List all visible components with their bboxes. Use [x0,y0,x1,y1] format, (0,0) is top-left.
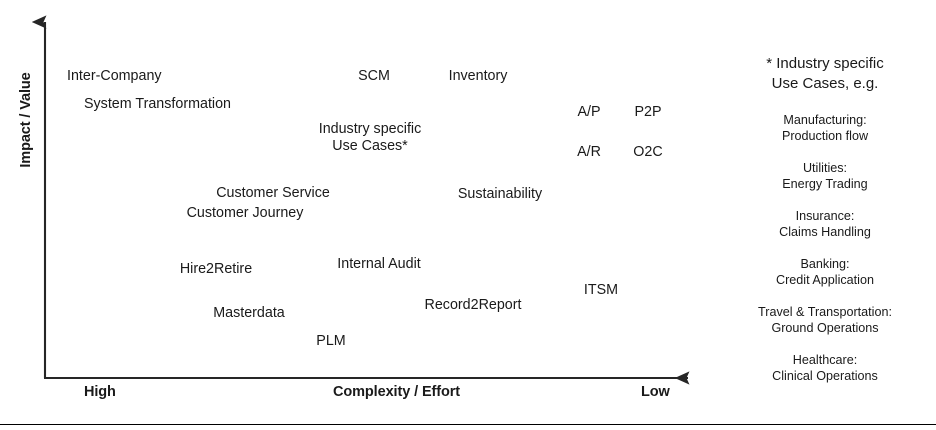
legend-item: Manufacturing: Production flow [718,112,932,144]
legend-item: Travel & Transportation: Ground Operatio… [718,304,932,336]
legend-item-use-case: Credit Application [775,273,874,287]
legend-item-industry: Healthcare: [792,353,858,367]
legend-item-use-case: Claims Handling [779,225,871,239]
legend-item-industry: Utilities: [802,161,848,175]
footer-divider [0,424,936,425]
legend-item: Insurance: Claims Handling [718,208,932,240]
industry-use-cases-legend: * Industry specific Use Cases, e.g. Manu… [718,54,932,384]
legend-title-line1: * Industry specific [766,55,884,72]
legend-title: * Industry specific Use Cases, e.g. [718,54,932,94]
legend-item-industry: Manufacturing: [783,113,867,127]
matrix-item-inter-company: Inter-Company [67,68,162,84]
legend-item-use-case: Ground Operations [771,321,879,335]
impact-complexity-matrix: Impact / Value High Complexity / Effort … [18,15,690,400]
matrix-item-industry-specific-use-cases: Industry specific Use Cases* [280,121,460,155]
legend-item-use-case: Energy Trading [782,177,868,191]
matrix-item-itsm: ITSM [583,282,619,298]
matrix-item-inventory: Inventory [448,68,508,84]
legend-item-industry: Banking: [800,257,850,271]
legend-item: Banking: Credit Application [718,256,932,288]
matrix-item-sustainability: Sustainability [457,186,543,202]
legend-title-line2: Use Cases, e.g. [771,75,879,92]
x-axis-title: Complexity / Effort [333,384,461,400]
matrix-item-record2report: Record2Report [424,297,522,313]
legend-item-industry: Travel & Transportation: [758,305,892,319]
x-axis-label-low: Low [641,384,670,400]
matrix-item-scm: SCM [358,68,390,84]
matrix-item-industry-specific-line1: Industry specific [318,121,422,137]
matrix-item-plm: PLM [316,333,346,349]
matrix-item-ar: A/R [577,144,601,160]
matrix-item-masterdata: Masterdata [213,305,285,321]
x-axis-label-high: High [84,384,116,400]
matrix-item-customer-journey: Customer Journey [186,205,304,221]
legend-item: Healthcare: Clinical Operations [718,352,932,384]
legend-item-use-case: Clinical Operations [772,369,878,383]
matrix-item-hire2retire: Hire2Retire [179,261,253,277]
legend-item: Utilities: Energy Trading [718,160,932,192]
matrix-item-o2c: O2C [633,144,663,160]
matrix-item-p2p: P2P [634,104,662,120]
matrix-item-customer-service: Customer Service [216,185,330,201]
matrix-item-internal-audit: Internal Audit [337,256,421,272]
legend-item-use-case: Production flow [781,129,869,143]
matrix-item-system-transformation: System Transformation [84,96,231,112]
legend-item-industry: Insurance: [795,209,855,223]
matrix-item-ap: A/P [577,104,601,120]
matrix-item-industry-specific-line2: Use Cases* [332,138,408,154]
chart-axes [31,15,690,385]
y-axis-title: Impact / Value [18,72,34,168]
